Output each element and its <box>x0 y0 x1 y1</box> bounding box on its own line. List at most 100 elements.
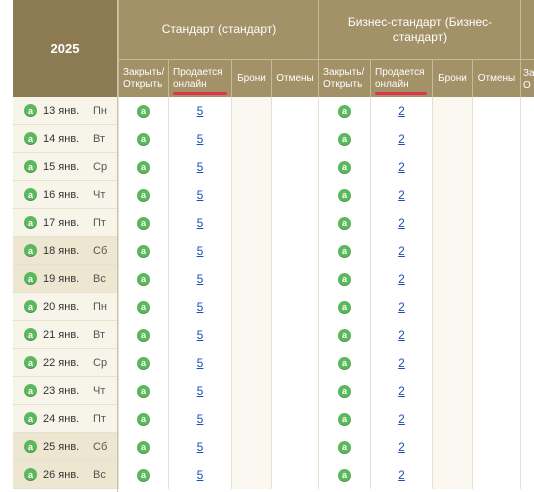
sold-online-link[interactable]: 2 <box>398 272 405 286</box>
availability-badge-icon[interactable]: a <box>24 384 37 397</box>
availability-badge-icon[interactable]: a <box>24 440 37 453</box>
sub-sold-online-2[interactable]: Продается онлайн <box>370 59 432 97</box>
grid-cell[interactable]: 2 <box>370 461 432 489</box>
grid-cell[interactable]: 5 <box>168 433 231 461</box>
cancellations-cell[interactable] <box>271 461 318 489</box>
cancellations-cell[interactable] <box>472 405 520 433</box>
cancellations-cell[interactable] <box>271 209 318 237</box>
bookings-cell[interactable] <box>432 377 472 405</box>
sub-cancellations[interactable]: Отмены <box>271 59 318 97</box>
grid-cell[interactable]: 5 <box>168 153 231 181</box>
bookings-cell[interactable] <box>231 461 271 489</box>
grid-cell[interactable]: a <box>118 97 168 125</box>
partial-cell[interactable] <box>520 461 534 489</box>
cancellations-cell[interactable] <box>472 153 520 181</box>
grid-cell[interactable]: a <box>318 433 370 461</box>
grid-cell[interactable]: a <box>118 237 168 265</box>
toggle-open-icon[interactable]: a <box>137 216 150 230</box>
sold-online-link[interactable]: 5 <box>196 412 204 426</box>
bookings-cell[interactable] <box>432 181 472 209</box>
cancellations-cell[interactable] <box>472 321 520 349</box>
bookings-cell[interactable] <box>432 433 472 461</box>
partial-cell[interactable] <box>520 153 534 181</box>
grid-cell[interactable]: a <box>118 405 168 433</box>
sub-sold-online[interactable]: Продается онлайн <box>168 59 231 97</box>
cancellations-cell[interactable] <box>472 461 520 489</box>
bookings-cell[interactable] <box>432 405 472 433</box>
grid-cell[interactable]: a <box>118 153 168 181</box>
availability-badge-icon[interactable]: a <box>24 160 37 173</box>
grid-cell[interactable]: a <box>318 377 370 405</box>
cancellations-cell[interactable] <box>472 209 520 237</box>
sold-online-link[interactable]: 5 <box>196 272 204 286</box>
cancellations-cell[interactable] <box>271 321 318 349</box>
grid-cell[interactable]: a <box>318 405 370 433</box>
bookings-cell[interactable] <box>432 209 472 237</box>
bookings-cell[interactable] <box>231 293 271 321</box>
sold-online-link[interactable]: 2 <box>398 468 405 482</box>
sold-online-link[interactable]: 2 <box>398 188 405 202</box>
toggle-open-icon[interactable]: a <box>137 412 150 426</box>
grid-cell[interactable]: 2 <box>370 153 432 181</box>
toggle-open-icon[interactable]: a <box>338 412 351 426</box>
grid-cell[interactable]: 5 <box>168 405 231 433</box>
sold-online-link[interactable]: 5 <box>196 188 204 202</box>
grid-cell[interactable]: 2 <box>370 125 432 153</box>
availability-badge-icon[interactable]: a <box>24 132 37 145</box>
grid-cell[interactable]: 5 <box>168 125 231 153</box>
grid-cell[interactable]: 5 <box>168 237 231 265</box>
availability-badge-icon[interactable]: a <box>24 244 37 257</box>
sold-online-link[interactable]: 5 <box>196 160 204 174</box>
grid-cell[interactable]: a <box>318 265 370 293</box>
sub-closed-open-3[interactable]: За О <box>520 59 534 97</box>
grid-cell[interactable]: a <box>318 321 370 349</box>
toggle-open-icon[interactable]: a <box>137 272 150 286</box>
partial-cell[interactable] <box>520 377 534 405</box>
partial-cell[interactable] <box>520 237 534 265</box>
bookings-cell[interactable] <box>231 237 271 265</box>
cancellations-cell[interactable] <box>271 377 318 405</box>
sold-online-link[interactable]: 2 <box>398 244 405 258</box>
grid-cell[interactable]: a <box>118 293 168 321</box>
bookings-cell[interactable] <box>231 377 271 405</box>
cancellations-cell[interactable] <box>271 125 318 153</box>
grid-cell[interactable]: 2 <box>370 293 432 321</box>
grid-cell[interactable]: a <box>318 237 370 265</box>
toggle-open-icon[interactable]: a <box>338 160 351 174</box>
partial-cell[interactable] <box>520 433 534 461</box>
toggle-open-icon[interactable]: a <box>338 272 351 286</box>
cancellations-cell[interactable] <box>271 181 318 209</box>
cancellations-cell[interactable] <box>271 293 318 321</box>
sold-online-link[interactable]: 2 <box>398 216 405 230</box>
grid-cell[interactable]: 2 <box>370 321 432 349</box>
toggle-open-icon[interactable]: a <box>137 384 150 398</box>
grid-cell[interactable]: a <box>118 125 168 153</box>
bookings-cell[interactable] <box>231 209 271 237</box>
toggle-open-icon[interactable]: a <box>137 244 150 258</box>
cancellations-cell[interactable] <box>271 433 318 461</box>
cancellations-cell[interactable] <box>271 265 318 293</box>
grid-cell[interactable]: 5 <box>168 97 231 125</box>
grid-cell[interactable]: 5 <box>168 321 231 349</box>
bookings-cell[interactable] <box>432 461 472 489</box>
cancellations-cell[interactable] <box>271 405 318 433</box>
bookings-cell[interactable] <box>432 153 472 181</box>
sold-online-link[interactable]: 2 <box>398 356 405 370</box>
sold-online-link[interactable]: 2 <box>398 440 405 454</box>
toggle-open-icon[interactable]: a <box>137 468 150 482</box>
sold-online-link[interactable]: 5 <box>196 328 204 342</box>
sold-online-link[interactable]: 2 <box>398 328 405 342</box>
grid-cell[interactable]: 2 <box>370 209 432 237</box>
bookings-cell[interactable] <box>231 433 271 461</box>
grid-cell[interactable]: 2 <box>370 433 432 461</box>
sold-online-link[interactable]: 5 <box>196 132 204 146</box>
sold-online-link[interactable]: 5 <box>196 356 204 370</box>
cancellations-cell[interactable] <box>472 181 520 209</box>
grid-cell[interactable]: 2 <box>370 349 432 377</box>
bookings-cell[interactable] <box>432 321 472 349</box>
grid-cell[interactable]: a <box>118 181 168 209</box>
toggle-open-icon[interactable]: a <box>338 104 351 118</box>
grid-cell[interactable]: a <box>318 153 370 181</box>
sold-online-link[interactable]: 2 <box>398 132 405 146</box>
grid-cell[interactable]: a <box>318 97 370 125</box>
